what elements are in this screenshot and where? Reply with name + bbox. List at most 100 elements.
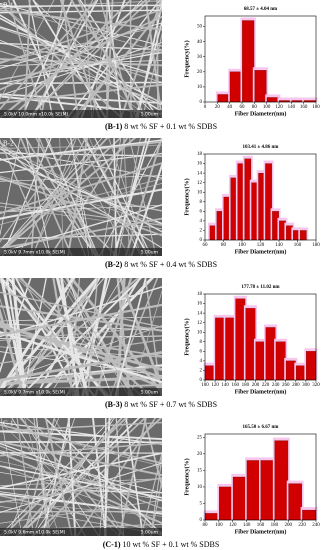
fiber [0,138,21,237]
fiber [0,152,162,174]
fiber [69,278,162,395]
x-tick-label: 160 [294,243,302,248]
fiber [0,278,76,393]
x-axis-label: Fiber Diameter(nm) [235,110,287,117]
bar [285,360,296,381]
fiber [16,418,35,536]
y-tick-label: 50 [197,25,203,30]
fiber [113,138,117,256]
bar [260,460,275,521]
y-tick-label: 10 [197,85,203,90]
fiber [0,138,103,252]
fiber [0,83,162,104]
fiber [124,138,162,256]
fibers [0,278,162,396]
y-tick-label: 0 [200,518,203,523]
caption-id: (C-1) [103,540,121,549]
y-tick-label: 10 [197,485,203,490]
caption-id: (B-2) [105,260,123,269]
fiber [32,418,76,536]
fiber [17,418,147,536]
fiber [99,0,134,118]
x-tick-label: 220 [262,383,270,388]
bar-shadow [289,97,306,102]
y-tick-label: 18 [197,292,203,297]
fiber [0,139,162,161]
image-label: B-1 [3,2,14,10]
y-tick-label: 15 [197,469,203,474]
fiber [0,450,162,494]
y-tick-label: 16 [197,302,203,307]
y-tick-label: 2 [200,229,203,234]
fiber [25,138,51,256]
x-tick-label: 240 [312,523,320,528]
y-tick-label: 12 [197,181,203,186]
bar [242,20,255,103]
fiber [19,418,126,536]
y-tick-label: 4 [200,359,203,364]
fiber [55,278,89,396]
x-axis-label: Fiber Diameter(nm) [235,388,287,395]
x-tick-label: 100 [215,523,223,528]
chart-title: 165.50 ± 6.67 nm [243,425,280,430]
image-info: 5.0kV 9.7mm x10.0k SE(M) [4,390,66,396]
fiber [0,217,162,250]
fiber [0,418,113,536]
fiber [116,278,131,396]
fiber [108,138,148,256]
fiber [69,278,81,396]
fiber [98,138,162,256]
fiber [32,0,160,118]
fibers [0,418,162,536]
fiber [0,307,25,396]
x-tick-label: 280 [292,383,300,388]
y-tick-label: 20 [197,452,203,457]
x-tick-label: 140 [275,243,283,248]
y-tick-label: 30 [197,55,203,60]
y-tick-label: 6 [200,349,203,354]
fiber [40,0,65,118]
scale-bar: 5.00um [141,112,158,118]
fiber [28,0,54,118]
fiber [0,0,148,118]
fiber [144,0,162,118]
x-tick-label: 140 [288,105,296,110]
x-tick-label: 300 [302,383,310,388]
caption: (B-2) 8 wt % SF + 0.4 wt % SDBS [105,260,217,269]
y-axis-label: Frequency(%) [183,318,190,355]
y-tick-label: 6 [200,209,203,214]
y-tick-label: 10 [197,190,203,195]
fiber [141,32,162,118]
y-tick-label: 0 [200,378,203,383]
fiber [0,233,162,240]
fibers [0,0,162,118]
x-tick-label: 100 [238,243,246,248]
fiber [0,175,162,182]
fiber [99,418,110,536]
image-label: B-3 [3,280,14,288]
fiber [42,418,129,536]
fiber [38,138,87,256]
bar [205,365,215,381]
fiber [59,138,64,256]
fiber [0,25,162,63]
x-tick-label: 100 [263,105,271,110]
bar [246,460,261,521]
fiber [0,418,23,536]
x-tick-label: 160 [300,105,308,110]
fiber [6,278,108,396]
caption-text: 8 wt % SF + 0.4 wt % SDBS [124,260,217,269]
fiber [0,491,162,515]
caption: (B-3) 8 wt % SF + 0.7 wt % SDBS [105,400,217,409]
y-tick-label: 4 [200,219,203,224]
y-tick-label: 18 [197,152,203,157]
x-tick-label: 80 [252,105,258,110]
fiber [0,465,162,524]
fibers [0,138,162,256]
image-info: 5.0kV 9.6mm x10.0k SE(M) [4,530,66,536]
image-label: C-1 [3,420,14,428]
fiber [0,157,162,225]
bar [245,308,256,381]
chart-title: 177.78 ± 11.02 nm [241,285,280,290]
scale-bar: 5.00um [141,250,158,256]
